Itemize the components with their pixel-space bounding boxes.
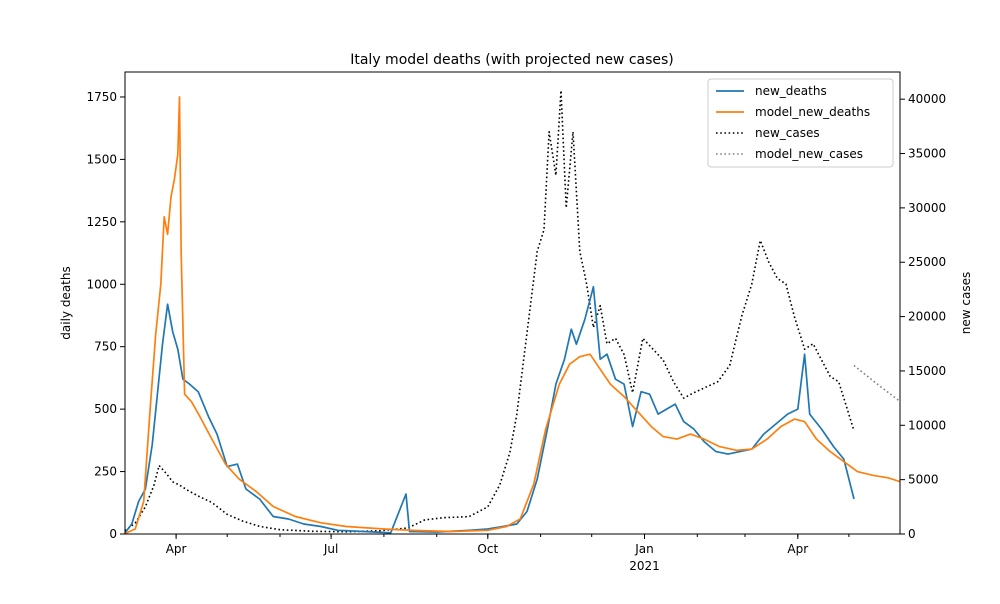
y-left-tick-label: 500 — [94, 402, 117, 416]
y-right-tick-label: 10000 — [908, 418, 946, 432]
legend: new_deaths model_new_deaths new_casesmodel… — [707, 78, 894, 168]
y-left-tick-label: 1750 — [86, 90, 117, 104]
y-right-tick-label: 30000 — [908, 201, 946, 215]
x-tick-sublabel: 2021 — [629, 559, 660, 573]
y-right-tick-label: 5000 — [908, 473, 939, 487]
y-right-tick-label: 20000 — [908, 310, 946, 324]
y-left-tick-label: 1000 — [86, 277, 117, 291]
legend-entry: new_cases — [755, 126, 820, 140]
y-axis-left: 0 250 500 750 1000 1250 1500 1750 — [86, 90, 125, 541]
legend-box — [707, 78, 894, 168]
plot-area — [124, 71, 901, 535]
y-right-tick-label: 40000 — [908, 92, 946, 106]
legend-entry: model_new_cases — [755, 147, 863, 161]
y-right-tick-label: 25000 — [908, 255, 946, 269]
legend-entry: model_new_deaths — [755, 105, 870, 119]
y-right-tick-label: 35000 — [908, 147, 946, 161]
x-tick-label: Apr — [166, 542, 187, 556]
series-line-new-deaths — [125, 285, 855, 534]
y-left-tick-label: 250 — [94, 465, 117, 479]
series-line-model-new-deaths — [125, 96, 900, 534]
legend-entry: new_deaths — [755, 84, 827, 98]
y-axis-right: 0 5000 10000 15000 20000 25000 30000 35000 40000 — [900, 92, 946, 541]
x-axis: Apr Jul Oct Jan 2021 Apr — [166, 534, 850, 573]
series-layer — [125, 89, 900, 534]
x-tick-label: Apr — [787, 542, 808, 556]
y-left-tick-label: 750 — [94, 340, 117, 354]
y-left-tick-label: 1500 — [86, 152, 117, 166]
y-right-tick-label: 0 — [908, 527, 916, 541]
x-tick-label: Oct — [477, 542, 498, 556]
series-line-model-new-cases — [853, 364, 900, 403]
x-tick-label: Jul — [323, 542, 338, 556]
y-axis-left-label: daily deaths — [59, 266, 73, 339]
y-left-tick-label: 1250 — [86, 215, 117, 229]
y-axis-right-label: new cases — [959, 272, 973, 334]
y-left-tick-label: 0 — [109, 527, 117, 541]
axes-frame — [124, 71, 901, 535]
chart-title: Italy model deaths (with projected new c… — [350, 52, 674, 68]
x-tick-label: Jan — [634, 542, 654, 556]
y-right-tick-label: 15000 — [908, 364, 946, 378]
